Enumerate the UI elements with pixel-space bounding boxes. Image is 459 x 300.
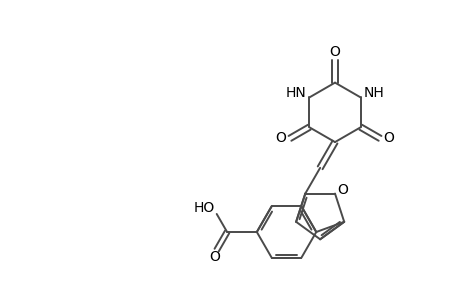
Text: O: O (383, 131, 393, 146)
Text: O: O (209, 250, 220, 264)
Text: HN: HN (285, 85, 306, 100)
Text: O: O (329, 45, 340, 59)
Text: O: O (275, 131, 286, 146)
Text: HO: HO (193, 201, 214, 215)
Text: NH: NH (363, 85, 384, 100)
Text: O: O (337, 183, 347, 196)
